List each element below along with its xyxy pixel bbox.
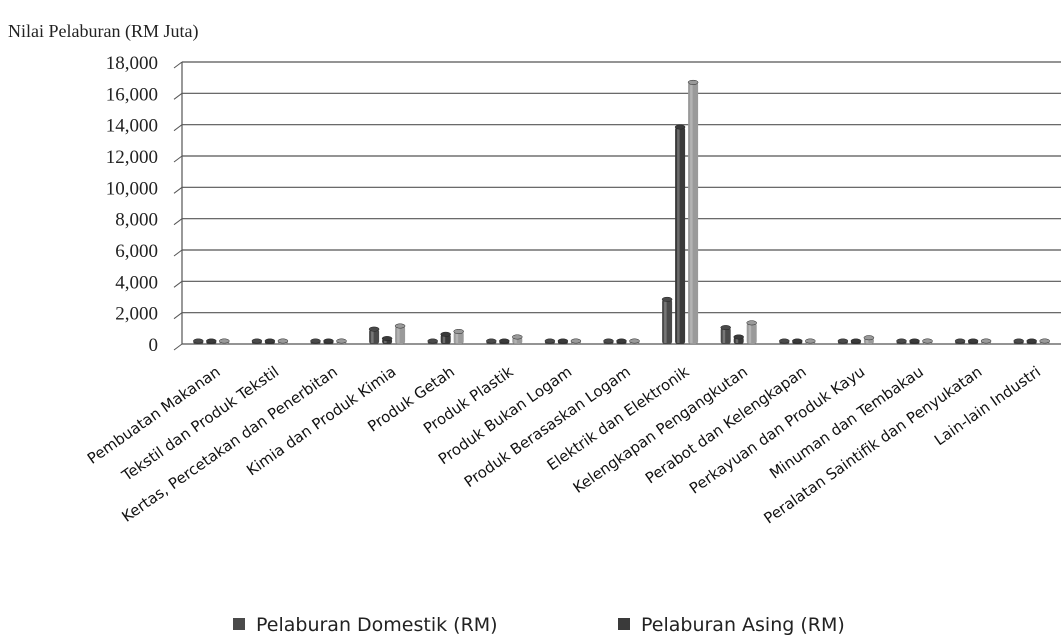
bar bbox=[544, 338, 556, 344]
y-tick-label: 0 bbox=[149, 335, 159, 356]
bar bbox=[570, 338, 582, 344]
bar bbox=[733, 334, 744, 344]
bar bbox=[1026, 338, 1037, 344]
bar bbox=[323, 338, 334, 344]
bar bbox=[512, 334, 523, 344]
y-tick-labels: 0 2,000 4,000 6,000 8,000 10,000 12,000 14,000 1… bbox=[106, 53, 158, 356]
y-tick-label: 2,000 bbox=[115, 304, 158, 325]
bar bbox=[687, 79, 699, 344]
bar bbox=[427, 338, 438, 344]
bars bbox=[193, 79, 1050, 345]
legend-label: Pelaburan Domestik (RM) bbox=[256, 614, 498, 636]
bar bbox=[674, 124, 686, 345]
y-tick-label: 18,000 bbox=[106, 53, 158, 74]
x-tick-label: Kertas, Percetakan dan Penerbitan bbox=[118, 363, 340, 526]
y-tick-label: 4,000 bbox=[115, 272, 158, 293]
bar bbox=[792, 338, 803, 344]
legend: Pelaburan Domestik (RM) Pelaburan Asing (… bbox=[233, 614, 845, 636]
bar bbox=[746, 320, 757, 344]
bar bbox=[909, 338, 920, 344]
legend-item: Pelaburan Domestik (RM) bbox=[233, 614, 498, 636]
bar bbox=[779, 338, 790, 344]
bar bbox=[661, 296, 673, 344]
bar bbox=[616, 338, 627, 344]
y-tick-label: 16,000 bbox=[106, 84, 158, 105]
gridline-depth bbox=[173, 249, 183, 257]
bar bbox=[896, 338, 907, 344]
bar bbox=[863, 335, 875, 344]
bar bbox=[1013, 338, 1024, 344]
gridline-depth bbox=[173, 61, 183, 69]
bar bbox=[219, 338, 230, 344]
bar bbox=[850, 338, 862, 344]
x-tick-label: Lain-lain Industri bbox=[931, 363, 1044, 450]
bar bbox=[264, 338, 276, 344]
bar bbox=[557, 338, 569, 344]
bar bbox=[603, 338, 614, 344]
gridline-depth bbox=[173, 218, 183, 226]
gridline-depth bbox=[173, 343, 183, 351]
bar bbox=[368, 326, 380, 344]
legend-swatch bbox=[618, 618, 630, 630]
gridline-depth bbox=[173, 186, 183, 194]
bar bbox=[922, 338, 933, 344]
bar bbox=[837, 338, 849, 344]
legend-swatch bbox=[233, 618, 245, 630]
y-axis-label: Nilai Pelaburan (RM Juta) bbox=[8, 21, 198, 42]
bar bbox=[1039, 338, 1050, 344]
bar bbox=[967, 338, 979, 344]
bar bbox=[310, 338, 321, 344]
gridline-depth bbox=[173, 124, 183, 132]
gridline-depth bbox=[173, 92, 183, 100]
legend-item: Pelaburan Asing (RM) bbox=[618, 614, 845, 636]
bar bbox=[277, 338, 289, 344]
gridline-depth bbox=[173, 312, 183, 320]
y-tick-label: 12,000 bbox=[106, 147, 158, 168]
bar bbox=[336, 338, 347, 344]
bar bbox=[805, 338, 816, 344]
bar bbox=[486, 338, 497, 344]
bar bbox=[499, 338, 510, 344]
gridline-depth bbox=[173, 280, 183, 288]
bar bbox=[206, 338, 217, 344]
y-tick-label: 8,000 bbox=[115, 210, 158, 231]
bar bbox=[954, 338, 966, 344]
gridlines bbox=[173, 61, 1061, 351]
bar bbox=[251, 338, 263, 344]
y-tick-label: 14,000 bbox=[106, 116, 158, 137]
bar bbox=[440, 331, 451, 344]
y-tick-label: 10,000 bbox=[106, 178, 158, 199]
bar bbox=[629, 338, 640, 344]
bar bbox=[980, 338, 992, 344]
bar bbox=[394, 323, 406, 344]
bar bbox=[381, 336, 393, 344]
bar bbox=[453, 329, 464, 344]
gridline-depth bbox=[173, 155, 183, 163]
bar bbox=[193, 338, 204, 344]
bar bbox=[720, 325, 731, 344]
y-tick-label: 6,000 bbox=[115, 241, 158, 262]
legend-label: Pelaburan Asing (RM) bbox=[641, 614, 845, 636]
